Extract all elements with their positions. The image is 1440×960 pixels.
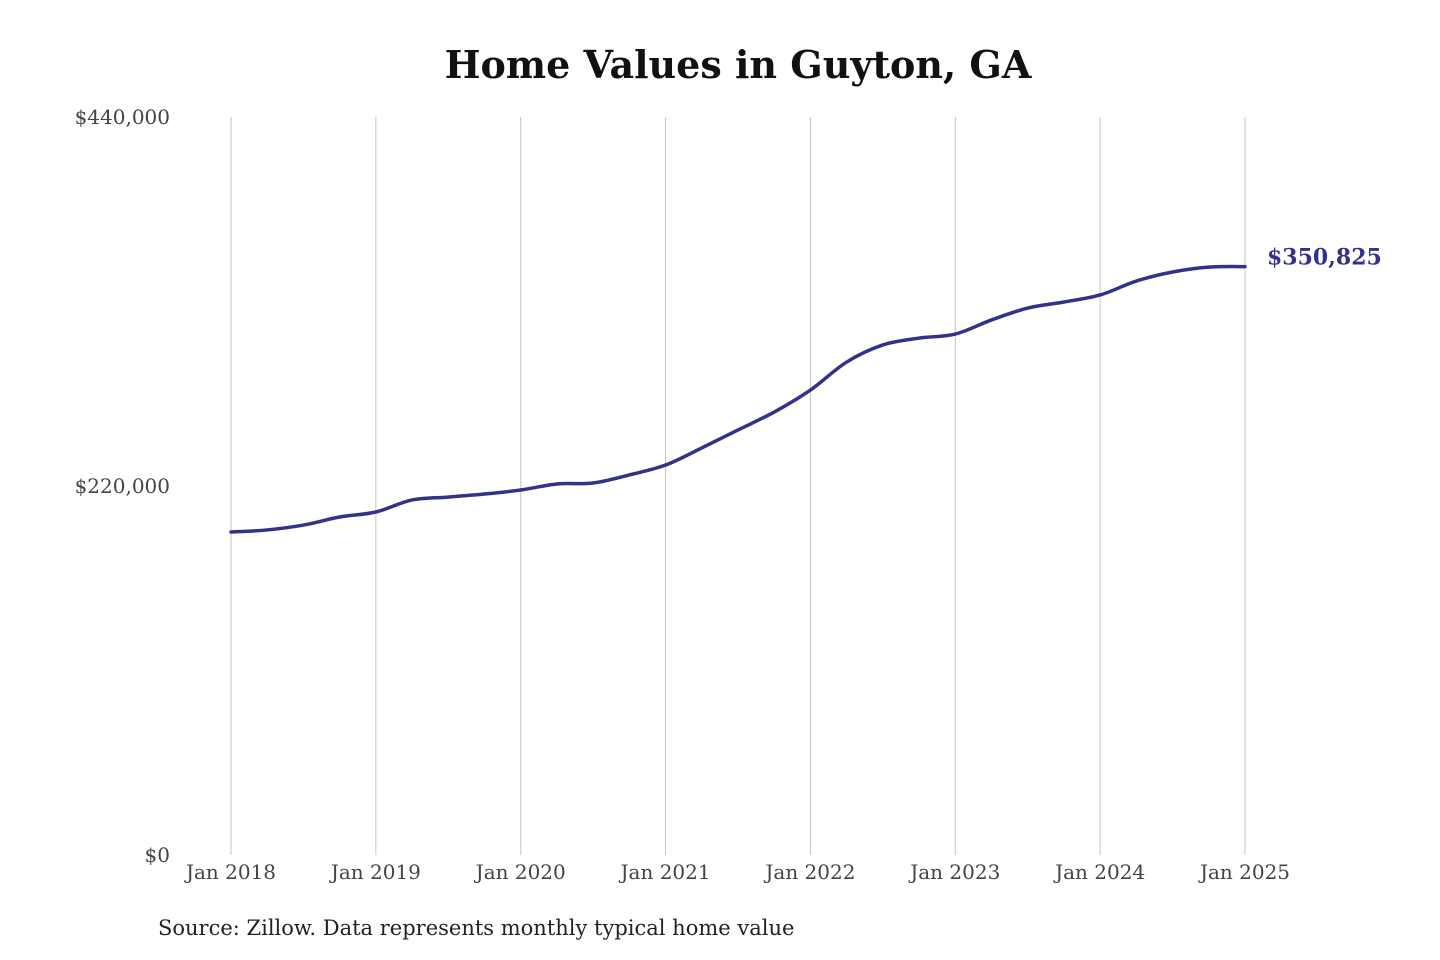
end-value-label: $350,825	[1267, 245, 1382, 271]
x-tick-label: Jan 2022	[763, 860, 855, 884]
x-tick-label: Jan 2018	[184, 860, 276, 884]
x-tick-label: Jan 2025	[1198, 860, 1290, 884]
series-line	[229, 264, 1247, 534]
source-note: Source: Zillow. Data represents monthly …	[158, 916, 795, 940]
x-tick-label: Jan 2023	[908, 860, 1000, 884]
chart-title: Home Values in Guyton, GA	[444, 42, 1032, 87]
y-tick-label: $440,000	[75, 105, 170, 129]
x-tick-label: Jan 2020	[474, 860, 566, 884]
x-tick-label: Jan 2024	[1053, 860, 1145, 884]
y-tick-label: $0	[145, 843, 170, 867]
x-tick-label: Jan 2019	[329, 860, 421, 884]
x-tick-label: Jan 2021	[619, 860, 711, 884]
y-tick-label: $220,000	[75, 474, 170, 498]
